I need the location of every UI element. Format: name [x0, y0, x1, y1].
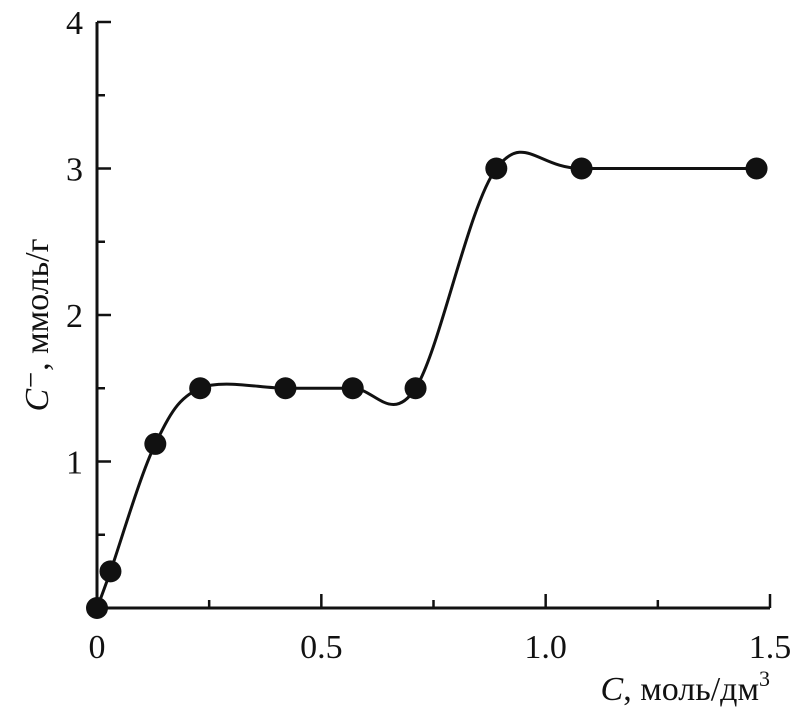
data-point [404, 377, 427, 400]
y-axis-label-symbol: C [19, 389, 56, 412]
y-axis-label-rest: ⁻, ммоль/г [19, 238, 56, 388]
data-point [99, 560, 122, 583]
x-axis-label-rest: , моль/дм [623, 671, 759, 708]
x-axis-label-superscript: 3 [759, 666, 770, 691]
data-point [485, 157, 508, 180]
axes [95, 22, 770, 610]
x-axis-label: C, моль/дм3 [601, 666, 771, 708]
data-point [570, 157, 593, 180]
x-ticks: 0 0.5 1.0 1.5 [89, 594, 792, 666]
data-point [86, 597, 108, 619]
data-point [745, 157, 768, 180]
y-tick-label: 1 [66, 445, 83, 482]
data-point [189, 377, 212, 400]
y-tick-label: 3 [66, 152, 83, 189]
y-ticks: 1 2 3 4 [66, 5, 111, 536]
data-point [274, 377, 297, 400]
x-tick-label: 1.0 [524, 629, 567, 666]
y-tick-label: 2 [66, 298, 83, 335]
x-tick-label: 0.5 [300, 629, 343, 666]
series [86, 150, 768, 619]
data-markers [86, 157, 768, 619]
x-axis-label-symbol: C [601, 671, 624, 708]
y-tick-label: 4 [66, 5, 83, 42]
data-point [144, 432, 167, 455]
data-point [341, 377, 364, 400]
y-axis-label: C⁻, ммоль/г [19, 238, 56, 411]
x-tick-label: 0 [89, 629, 106, 666]
x-tick-label: 1.5 [749, 629, 792, 666]
